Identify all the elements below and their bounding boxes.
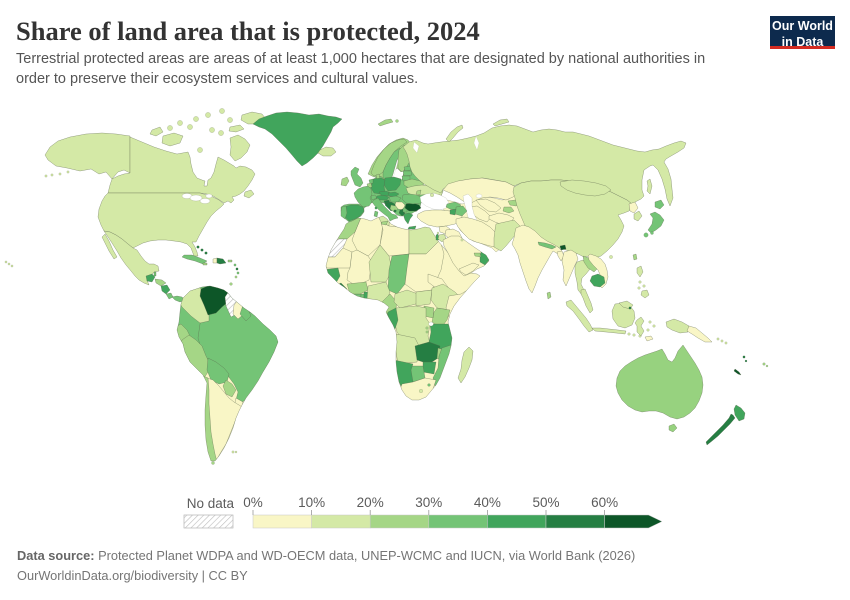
svg-text:30%: 30% [415,495,442,510]
svg-text:50%: 50% [532,495,559,510]
svg-text:40%: 40% [474,495,501,510]
svg-text:No data: No data [187,496,235,511]
svg-text:20%: 20% [357,495,384,510]
svg-text:10%: 10% [298,495,325,510]
svg-text:60%: 60% [591,495,618,510]
svg-text:0%: 0% [243,495,263,510]
